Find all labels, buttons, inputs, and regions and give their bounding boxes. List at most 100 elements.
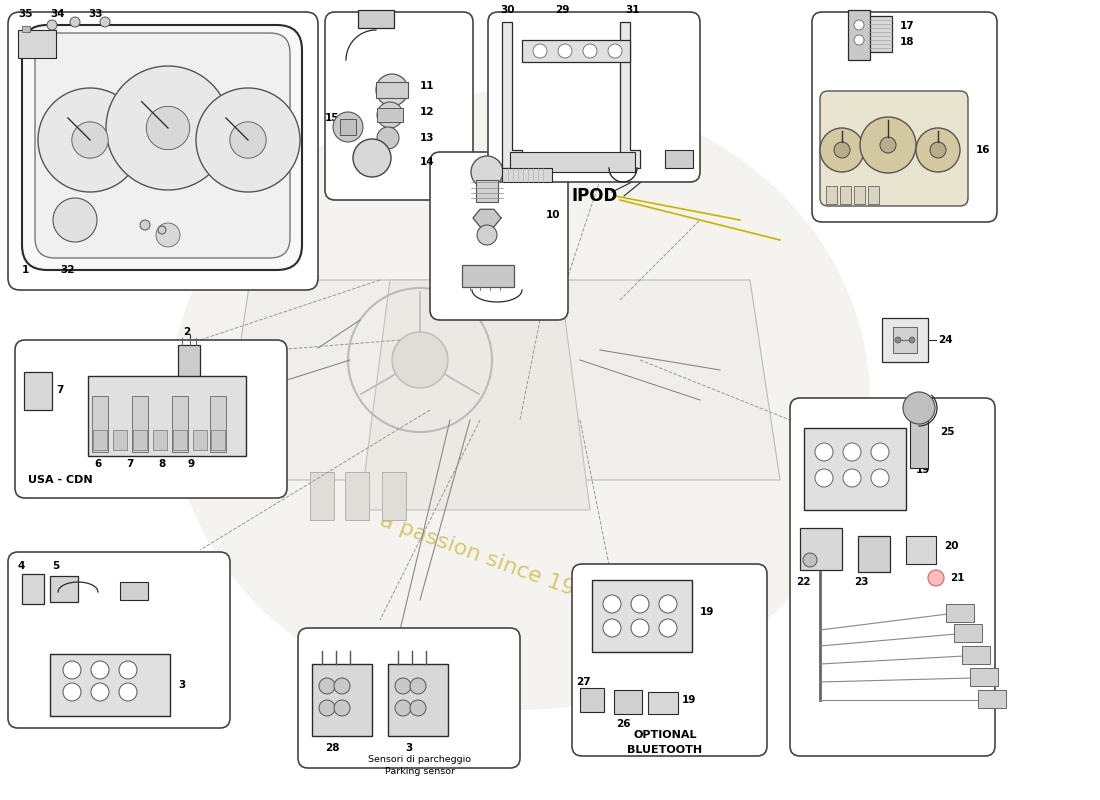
Text: a passion since 1994: a passion since 1994 [376,510,604,610]
Bar [377,108,403,122]
Bar [502,168,552,182]
FancyBboxPatch shape [812,12,997,222]
Bar [648,692,678,714]
Circle shape [860,117,916,173]
Text: 2: 2 [183,327,190,337]
Circle shape [930,142,946,158]
Circle shape [91,683,109,701]
Circle shape [70,17,80,27]
Circle shape [631,595,649,613]
Text: 3: 3 [178,680,185,690]
Text: 3: 3 [405,743,412,753]
Text: 18: 18 [900,37,914,47]
FancyBboxPatch shape [324,12,473,200]
Bar [848,10,870,60]
Bar [132,396,148,452]
Circle shape [377,102,403,128]
Bar [522,40,630,62]
Bar [868,186,879,204]
Text: 32: 32 [60,265,75,275]
Circle shape [63,683,81,701]
Circle shape [119,661,138,679]
Bar [178,345,200,380]
Circle shape [196,88,300,192]
Text: 28: 28 [324,743,340,753]
Bar [22,574,44,604]
Circle shape [319,700,336,716]
Bar [954,624,982,642]
FancyBboxPatch shape [790,398,996,756]
Text: 20: 20 [944,541,958,551]
Text: 1: 1 [22,265,30,275]
Text: 33: 33 [88,9,102,19]
Bar [840,186,851,204]
Circle shape [928,570,944,586]
Bar [858,536,890,572]
Bar [868,16,892,52]
Text: OPTIONAL: OPTIONAL [634,730,696,740]
Bar [962,646,990,664]
Text: 16: 16 [976,145,990,155]
Circle shape [100,17,110,27]
Bar [804,428,906,510]
Circle shape [230,122,266,158]
Circle shape [334,678,350,694]
Bar [18,30,56,58]
Bar [462,265,514,287]
Text: 21: 21 [950,573,965,583]
Text: 22: 22 [796,577,811,587]
Circle shape [158,226,166,234]
Bar [310,472,334,520]
Circle shape [854,35,864,45]
Text: 8: 8 [158,459,165,469]
FancyBboxPatch shape [8,552,230,728]
Circle shape [603,595,622,613]
Circle shape [146,106,189,150]
Circle shape [916,128,960,172]
Text: 35: 35 [18,9,33,19]
Circle shape [395,700,411,716]
Polygon shape [620,22,640,168]
Polygon shape [473,210,500,226]
Circle shape [909,337,915,343]
Bar [192,430,207,450]
Polygon shape [360,280,590,510]
Text: USA - CDN: USA - CDN [28,475,92,485]
Circle shape [471,156,503,188]
Bar [358,10,394,28]
Bar [94,430,107,450]
FancyBboxPatch shape [8,12,318,290]
Bar [510,152,635,172]
Bar [614,690,642,714]
Circle shape [815,443,833,461]
Circle shape [631,619,649,637]
Circle shape [410,678,426,694]
Circle shape [843,443,861,461]
Text: 4: 4 [18,561,25,571]
Circle shape [871,443,889,461]
Text: 23: 23 [854,577,869,587]
Text: 26: 26 [616,719,630,729]
Text: 15: 15 [324,113,340,123]
Bar [113,430,127,450]
Circle shape [820,128,864,172]
Text: 24: 24 [938,335,953,345]
Circle shape [47,20,57,30]
Bar [893,327,917,353]
Circle shape [334,700,350,716]
Text: 35: 35 [168,215,183,225]
Bar [882,318,928,362]
Circle shape [410,700,426,716]
Bar [153,430,167,450]
Text: IPOD: IPOD [572,187,618,205]
Bar [92,396,108,452]
Circle shape [140,220,150,230]
Bar [340,119,356,135]
Circle shape [558,44,572,58]
Text: 9: 9 [188,459,195,469]
Circle shape [608,44,622,58]
Bar [800,528,842,570]
Text: Parking sensor: Parking sensor [385,767,455,777]
Text: 5: 5 [52,561,59,571]
Text: 30: 30 [500,5,515,15]
